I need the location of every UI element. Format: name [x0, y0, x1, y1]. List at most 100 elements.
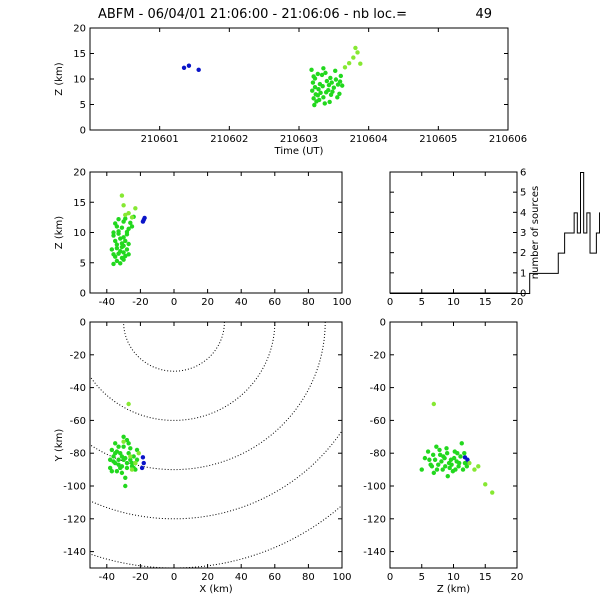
y-tick-label: -120 — [363, 514, 386, 525]
data-point — [312, 84, 318, 90]
data-point — [118, 451, 123, 456]
data-point — [317, 97, 322, 103]
data-point — [331, 85, 337, 90]
data-point — [113, 441, 118, 446]
data-point — [431, 401, 437, 407]
data-point — [437, 447, 442, 453]
x-axis-label: X (km) — [199, 584, 232, 595]
data-point — [119, 225, 125, 230]
y-tick-label: -60 — [70, 416, 86, 427]
x-tick-label: 0 — [171, 572, 177, 583]
x-tick-label: 210605 — [419, 134, 457, 145]
data-point — [337, 91, 342, 96]
data-point — [111, 233, 116, 238]
y-tick-label: 15 — [73, 198, 86, 209]
data-point — [121, 235, 126, 240]
data-point — [111, 454, 116, 459]
data-point — [126, 451, 131, 456]
data-point — [431, 470, 437, 476]
data-point — [119, 470, 125, 476]
data-point — [316, 87, 321, 92]
data-point — [141, 217, 146, 222]
data-point — [123, 216, 128, 221]
data-point — [121, 243, 126, 249]
data-point — [124, 465, 130, 471]
data-point — [335, 95, 340, 100]
data-point — [114, 258, 120, 264]
location-count: 49 — [475, 7, 492, 22]
data-point — [118, 249, 123, 254]
data-point — [459, 441, 464, 446]
data-point — [351, 55, 356, 60]
data-point — [123, 212, 128, 218]
y-tick-label: -20 — [370, 350, 386, 361]
data-point — [329, 80, 334, 85]
data-point — [432, 457, 438, 462]
x-tick-label: 60 — [268, 572, 281, 583]
data-point — [326, 82, 332, 88]
data-point — [116, 457, 121, 462]
data-point — [136, 451, 141, 456]
data-point — [419, 467, 424, 472]
x-tick-label: 20 — [201, 572, 214, 583]
data-point — [436, 462, 441, 467]
data-point — [353, 45, 358, 51]
data-point — [339, 83, 345, 88]
y-tick-label: 5 — [80, 100, 86, 111]
series-early — [140, 215, 147, 224]
range-ring — [90, 322, 326, 471]
data-point — [133, 206, 138, 211]
y-tick-label: -80 — [70, 449, 86, 460]
data-point — [338, 73, 343, 79]
data-point — [128, 446, 133, 451]
data-point — [449, 462, 454, 467]
data-point — [355, 50, 360, 55]
data-point — [134, 457, 140, 462]
data-point — [119, 454, 125, 459]
data-point — [116, 444, 121, 449]
data-point — [124, 460, 130, 466]
data-point — [322, 101, 327, 106]
data-point — [111, 230, 116, 235]
x-tick-label: 5 — [419, 572, 425, 583]
data-point — [327, 99, 332, 105]
data-point — [321, 66, 326, 71]
data-point — [107, 457, 113, 462]
plot-frame — [89, 321, 343, 569]
y-tick-label: 0 — [520, 289, 526, 300]
data-point — [458, 454, 463, 459]
data-point — [186, 63, 192, 68]
y-tick-label: 0 — [80, 318, 86, 329]
data-point — [456, 464, 461, 469]
series-early — [139, 455, 146, 471]
data-point — [113, 451, 118, 456]
data-point — [133, 467, 138, 472]
data-point — [358, 61, 363, 66]
data-point — [119, 255, 125, 261]
x-tick-label: 100 — [332, 572, 351, 583]
range-ring — [90, 429, 342, 520]
x-tick-label: -20 — [132, 297, 148, 308]
x-tick-label: 0 — [387, 297, 393, 308]
x-tick-label: 80 — [302, 572, 315, 583]
data-point — [116, 216, 121, 222]
data-point — [444, 451, 450, 456]
y-tick-label: 20 — [73, 24, 86, 35]
data-point — [464, 464, 470, 469]
data-point — [113, 238, 118, 244]
x-tick-label: 20 — [511, 572, 524, 583]
data-point — [434, 444, 439, 449]
y-tick-label: 0 — [80, 126, 86, 137]
range-ring — [123, 322, 225, 372]
data-point — [129, 467, 135, 472]
x-tick-label: 210604 — [350, 134, 388, 145]
data-point — [337, 79, 343, 84]
data-point — [462, 460, 468, 466]
panel-plan-view: -40 -20 0 20 40 60 80 100 0 -20 -40 -60 -80 -100 -120 -… — [54, 318, 352, 596]
x-axis-label: Z (km) — [437, 584, 470, 595]
data-point — [346, 60, 352, 66]
data-point — [126, 401, 131, 407]
x-tick-label: 15 — [479, 297, 492, 308]
